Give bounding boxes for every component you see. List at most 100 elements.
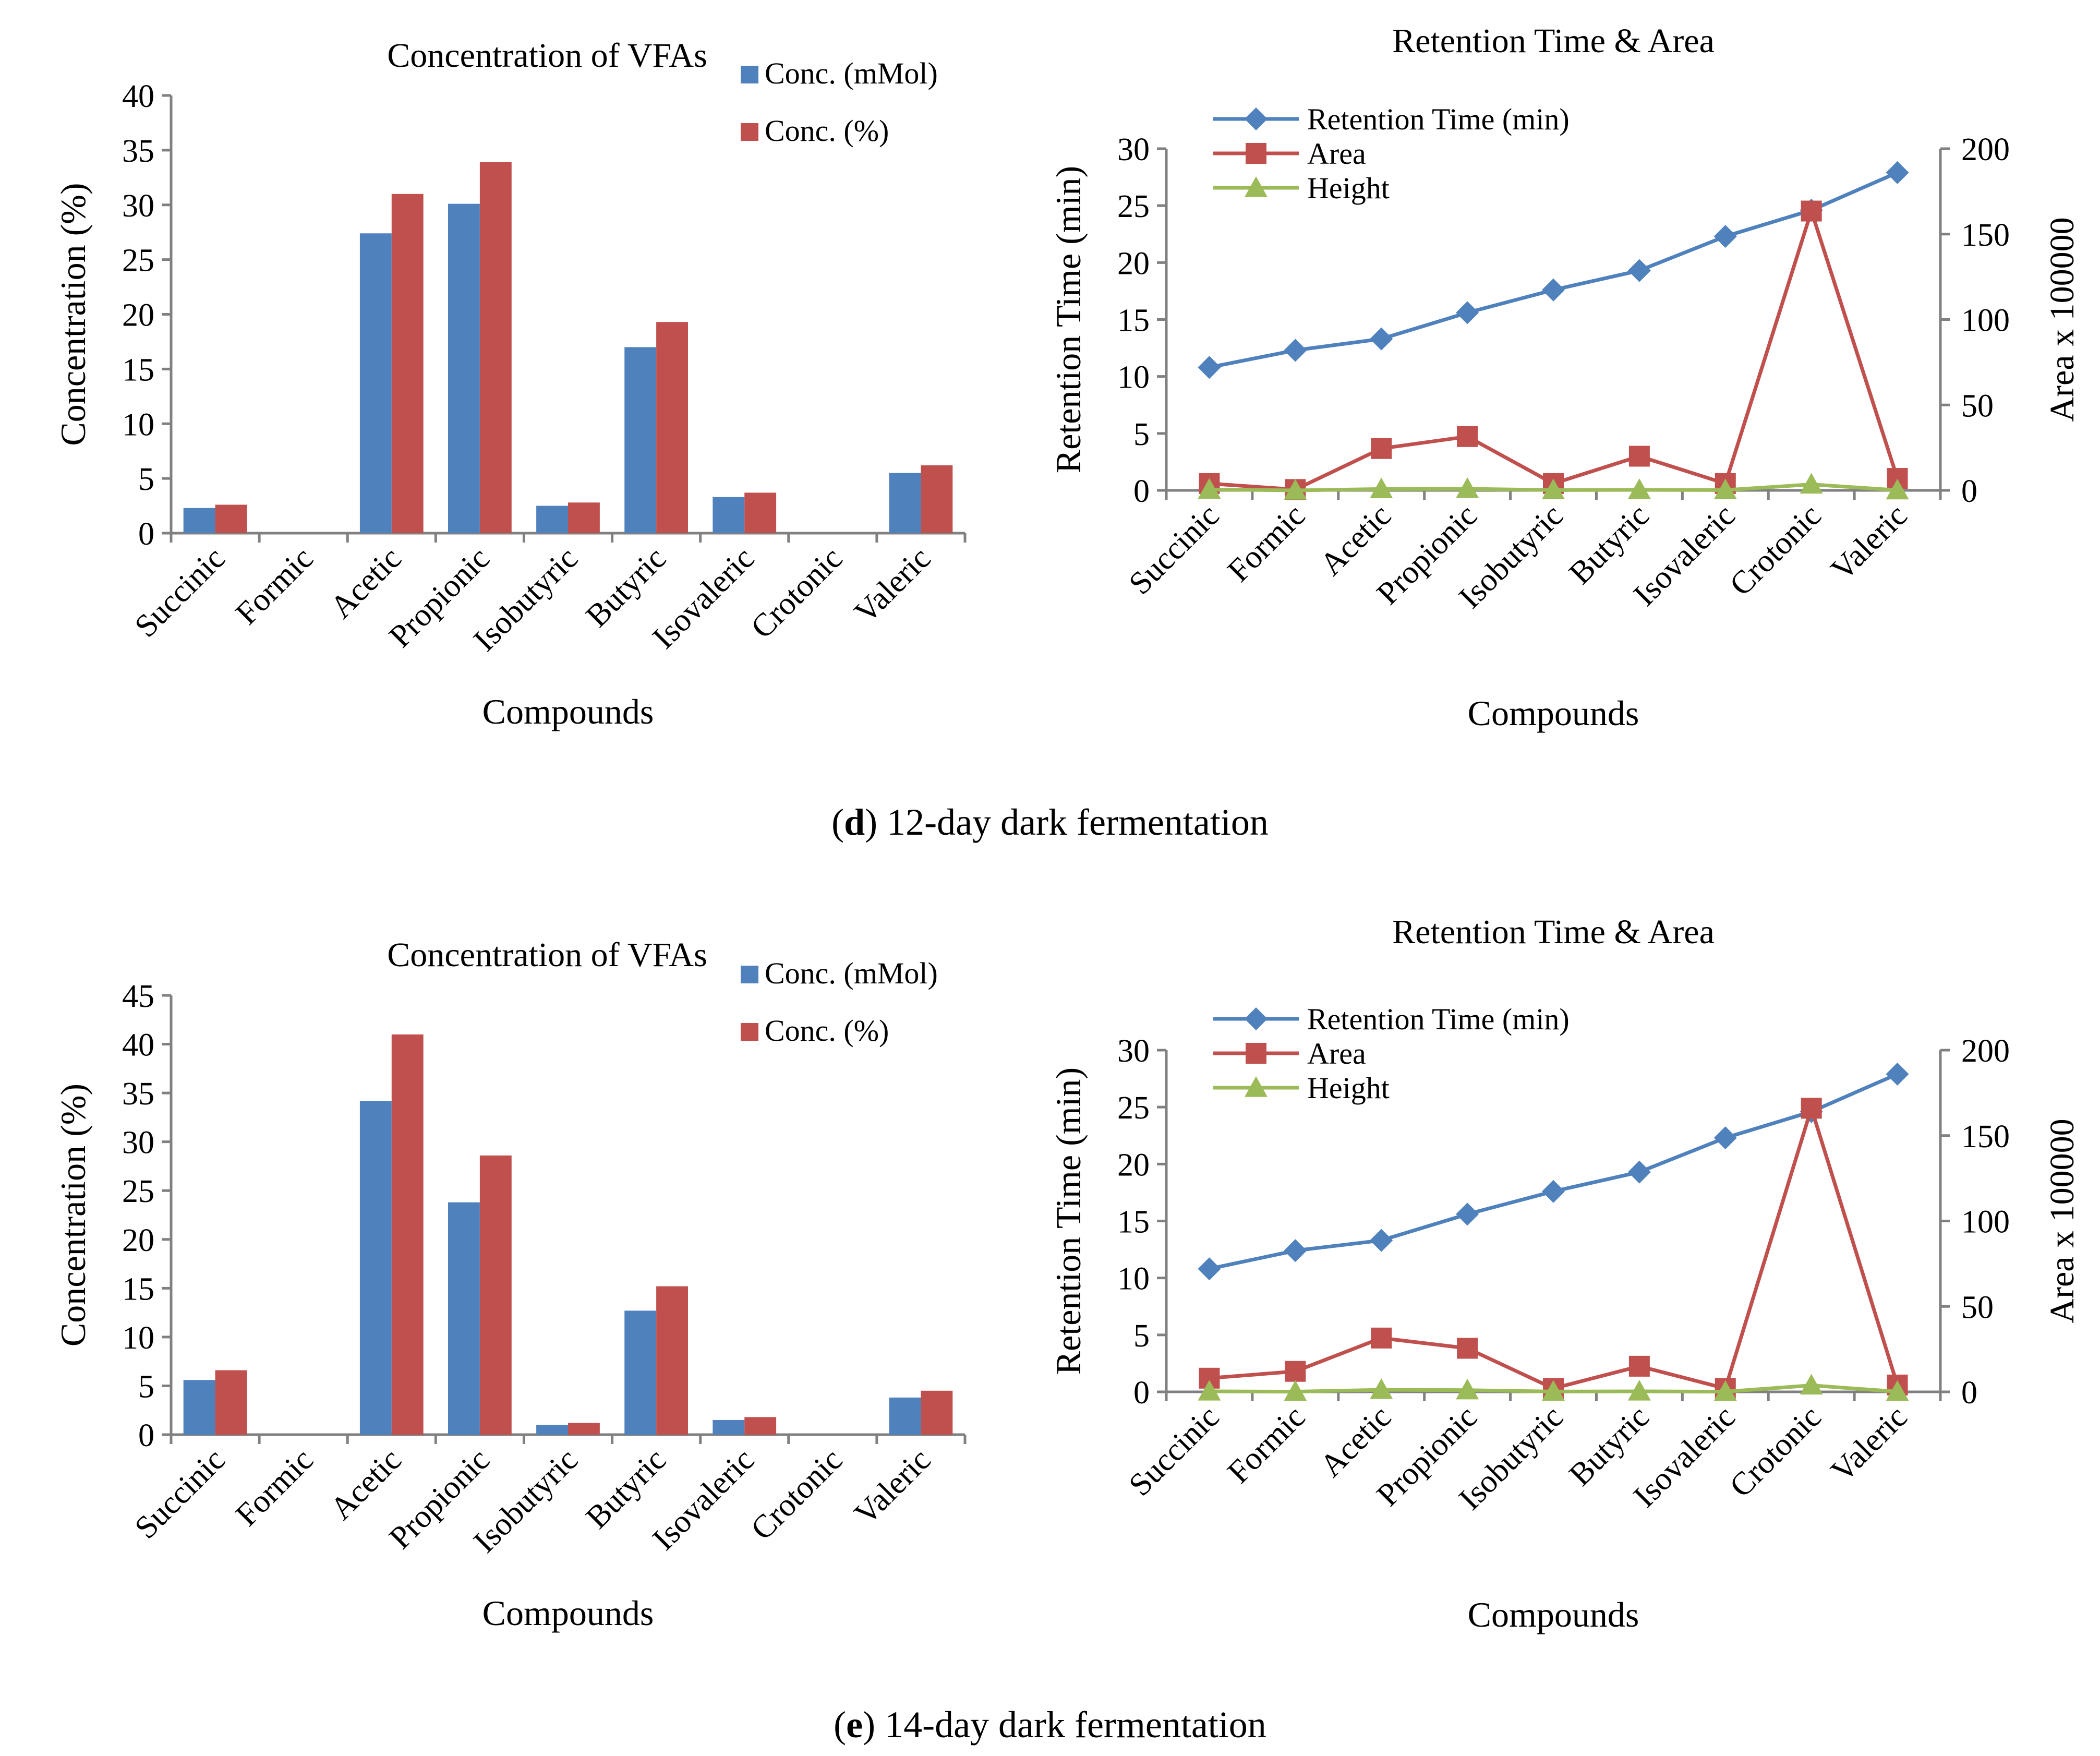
y-tick-label: 25 [122, 243, 154, 279]
x-tick-label-formic: Formic [229, 540, 320, 632]
marker-triangle-isobutyric [1542, 1380, 1565, 1401]
x-tick-label-crotonic: Crotonic [744, 1442, 850, 1547]
x-tick-label-valeric: Valeric [848, 1442, 937, 1532]
marker-triangle-valeric [1886, 478, 1909, 500]
x-tick-label-valeric: Valeric [1824, 498, 1914, 587]
y-axis-label: Retention Time (min) [1048, 166, 1088, 473]
caption-text: ) 12-day dark fermentation [865, 801, 1269, 843]
marker-diamond-propionic [1456, 1202, 1479, 1226]
y2-tick-label: 0 [1961, 474, 1977, 509]
y-tick-label: 10 [1117, 360, 1150, 395]
marker-square-acetic [1371, 438, 1392, 459]
bar-mmol-butyric [624, 347, 657, 533]
chart-e-bar: Concentration of VFAs 0 5 10 15 20 25 30 35 40 45 S… [53, 936, 967, 1633]
y2-tick-label: 200 [1961, 1033, 2010, 1069]
marker-triangle-isobutyric [1542, 478, 1565, 499]
legend-label: Retention Time (min) [1307, 1002, 1570, 1036]
marker-square-butyric [1628, 446, 1650, 467]
x-tick-label-acetic: Acetic [1313, 1399, 1398, 1484]
bar-percent-butyric [656, 322, 688, 533]
x-tick-label-succinic: Succinic [1122, 1399, 1226, 1503]
marker-diamond-butyric [1627, 259, 1651, 282]
bar-mmol-propionic [448, 1202, 480, 1435]
y-tick-label: 35 [122, 134, 154, 169]
y2-tick-label: 100 [1961, 303, 2010, 339]
x-axis-label: Compounds [482, 692, 654, 731]
bar-mmol-isobutyric [536, 506, 568, 533]
marker-triangle-formic [1284, 1380, 1307, 1401]
legend-marker-triangle [1245, 176, 1268, 197]
legend-swatch [741, 66, 758, 83]
marker-diamond-formic [1284, 1239, 1307, 1262]
bar-mmol-valeric [889, 473, 921, 533]
marker-diamond-formic [1284, 339, 1307, 362]
y-tick-label: 0 [138, 1418, 154, 1453]
bar-percent-valeric [921, 1390, 953, 1435]
y-tick-label: 10 [122, 407, 154, 442]
y-tick-label: 10 [1117, 1261, 1150, 1297]
y-tick-label: 5 [1133, 417, 1150, 452]
y-tick-label: 0 [138, 516, 154, 552]
y-axis-label: Concentration (%) [53, 1084, 93, 1346]
marker-triangle-propionic [1456, 1378, 1479, 1400]
marker-square-crotonic [1801, 200, 1822, 222]
caption-label: d [844, 801, 865, 843]
y-tick-label: 15 [122, 1271, 154, 1307]
chart-d-bar: Concentration of VFAs 0 5 10 15 20 25 30 35 40 Suc… [53, 37, 967, 731]
legend-swatch [741, 966, 758, 983]
x-axis-label: Compounds [482, 1593, 654, 1633]
y-tick-label: 15 [122, 352, 154, 388]
x-axis-label: Compounds [1468, 1595, 1639, 1634]
y-tick-label: 20 [1117, 246, 1150, 281]
series-line-square [1209, 205, 1899, 491]
y-axis-label: Concentration (%) [53, 183, 93, 446]
legend-label: Area [1307, 1037, 1366, 1071]
marker-square-acetic [1371, 1327, 1392, 1349]
bar-percent-isovaleric [744, 1417, 777, 1435]
x-tick-label-valeric: Valeric [1824, 1399, 1914, 1489]
bar-percent-isovaleric [744, 492, 777, 533]
chart-d-line: Retention Time & Area 0 5 10 15 20 25 30 Succini… [1048, 22, 2081, 733]
caption-open-paren: ( [831, 801, 844, 843]
panel-caption: (e) 14-day dark fermentation [834, 1704, 1266, 1746]
marker-triangle-crotonic [1800, 1374, 1823, 1395]
chart-title: Retention Time & Area [1392, 22, 1715, 60]
marker-triangle-isovaleric [1713, 1380, 1737, 1401]
marker-triangle-butyric [1627, 1380, 1651, 1401]
legend-marker-diamond [1245, 1007, 1268, 1030]
marker-diamond-isobutyric [1542, 1180, 1565, 1203]
y-tick-label: 0 [1133, 474, 1150, 509]
y-tick-label: 5 [138, 462, 154, 497]
x-tick-label-acetic: Acetic [1313, 498, 1398, 582]
y2-tick-label: 50 [1961, 1290, 1994, 1325]
x-tick-label-formic: Formic [1221, 1399, 1312, 1490]
marker-triangle-acetic [1370, 477, 1393, 498]
legend-label: Area [1307, 137, 1366, 171]
y-tick-label: 45 [122, 979, 154, 1014]
x-tick-label-succinic: Succinic [128, 1442, 232, 1546]
bar-percent-isobutyric [568, 502, 600, 533]
caption-label: e [846, 1704, 863, 1746]
bar-percent-acetic [391, 194, 424, 533]
y-tick-label: 5 [1133, 1318, 1150, 1354]
marker-diamond-valeric [1886, 161, 1909, 184]
panel-caption: (d) 12-day dark fermentation [831, 801, 1269, 843]
marker-diamond-acetic [1370, 327, 1393, 351]
y-tick-label: 0 [1133, 1375, 1150, 1411]
y-tick-label: 30 [122, 1125, 154, 1161]
bar-percent-butyric [656, 1286, 688, 1435]
legend-marker-square [1246, 143, 1266, 164]
marker-diamond-acetic [1370, 1229, 1393, 1252]
bar-percent-propionic [479, 1155, 512, 1435]
x-tick-label-succinic: Succinic [128, 540, 232, 644]
y-tick-label: 25 [1117, 189, 1150, 224]
bar-percent-succinic [215, 504, 247, 533]
bar-mmol-succinic [183, 508, 215, 533]
y-tick-label: 15 [1117, 1205, 1150, 1240]
bar-mmol-succinic [183, 1380, 215, 1435]
y-tick-label: 25 [1117, 1090, 1150, 1126]
y-tick-label: 5 [138, 1369, 154, 1404]
chart-e-line: Retention Time & Area 0 5 10 15 20 25 30 Succini… [1048, 913, 2081, 1634]
legend-label: Retention Time (min) [1307, 102, 1570, 136]
